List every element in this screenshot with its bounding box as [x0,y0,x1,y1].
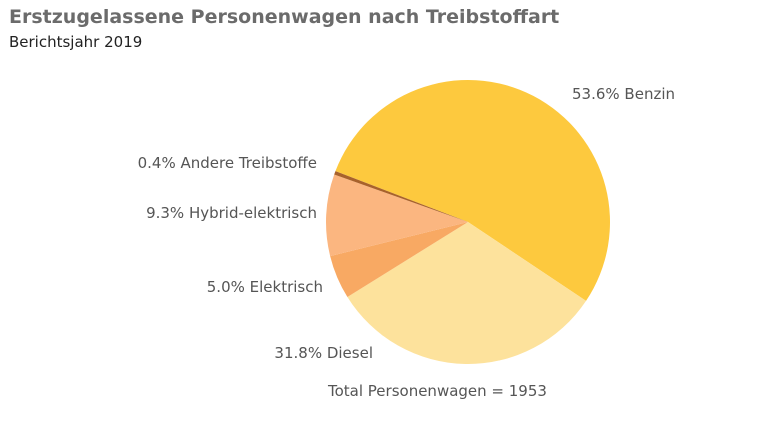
total-footnote: Total Personenwagen = 1953 [327,382,547,400]
chart-title: Erstzugelassene Personenwagen nach Treib… [9,6,560,28]
pie-labels: 53.6% Benzin 31.8% Diesel 5.0% Elektrisch 9… [138,85,675,362]
slice-label-andere-treibstoffe: 0.4% Andere Treibstoffe [138,154,317,172]
pie-slices [326,79,610,365]
slice-label-diesel: 31.8% Diesel [274,344,373,362]
slice-label-benzin: 53.6% Benzin [572,85,675,103]
pie-slice-benzin [335,79,610,301]
pie-slice-diesel [347,222,587,365]
pie-slice-hybrid-elektrisch [326,174,468,257]
slice-label-hybrid-elektrisch: 9.3% Hybrid-elektrisch [146,204,317,222]
slice-label-elektrisch: 5.0% Elektrisch [207,278,323,296]
chart-subtitle: Berichtsjahr 2019 [9,33,143,51]
pie-slice-elektrisch [330,222,468,297]
pie-slice-andere-treibstoffe [334,171,468,222]
